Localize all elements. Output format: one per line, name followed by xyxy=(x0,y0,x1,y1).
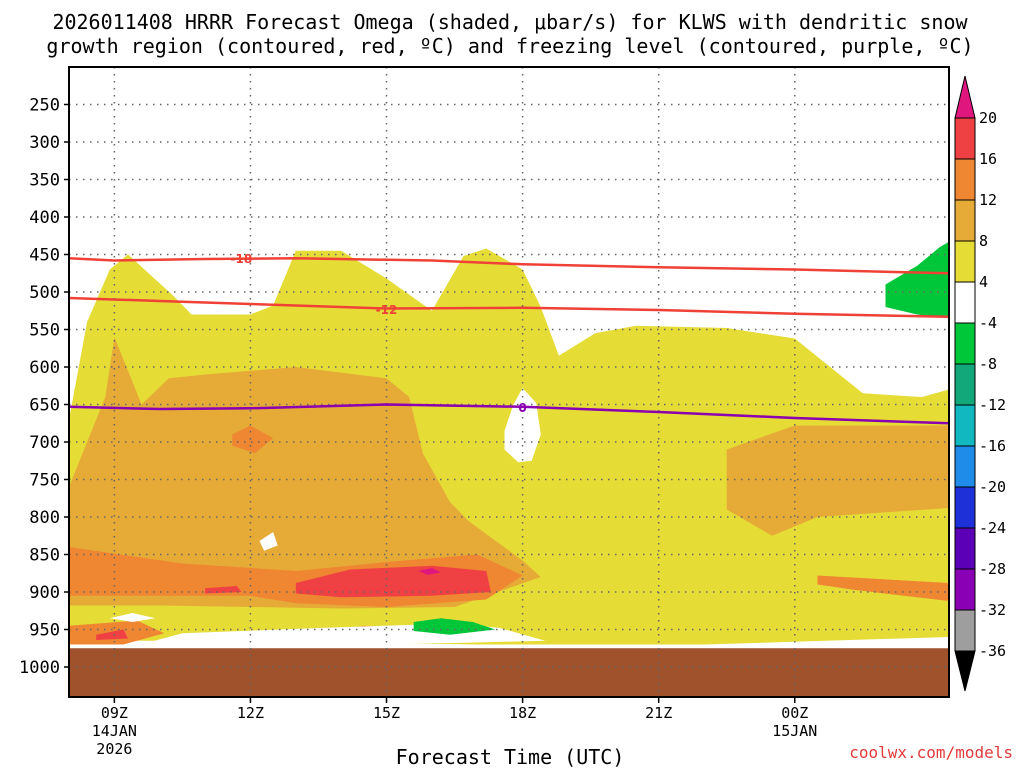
y-tick-label-350: 350 xyxy=(29,171,60,191)
colorbar-bin-8 xyxy=(954,322,976,365)
ground-below-surface xyxy=(69,648,949,697)
colorbar-bin-12 xyxy=(954,158,976,201)
colorbar-label--20: -20 xyxy=(979,478,1006,496)
colorbar-bin-5 xyxy=(954,445,976,488)
temperature-contours: -18 -12 0 xyxy=(68,252,950,425)
colorbar-bin-6 xyxy=(954,404,976,447)
y-tick-label-750: 750 xyxy=(29,471,60,491)
omega-region-4 xyxy=(232,425,274,454)
y-tick-label-950: 950 xyxy=(29,621,60,641)
colorbar-bin-11 xyxy=(954,199,976,242)
colorbar-label-16: 16 xyxy=(979,150,997,168)
site-credit: coolwx.com/models xyxy=(849,743,1013,762)
colorbar-bin-1 xyxy=(954,609,976,652)
colorbar-bin-3 xyxy=(954,527,976,570)
omega-region-18 xyxy=(413,618,496,635)
chart-title-line1: 2026011408 HRRR Forecast Omega (shaded, … xyxy=(52,10,968,34)
y-tick-label-850: 850 xyxy=(29,546,60,566)
y-tick-label-250: 250 xyxy=(29,96,60,116)
omega-region-9 xyxy=(295,565,491,598)
omega-region-16 xyxy=(109,613,156,622)
y-tick-label-800: 800 xyxy=(29,508,60,528)
colorbar-bin-9 xyxy=(954,281,976,324)
y-tick-label-650: 650 xyxy=(29,396,60,416)
colorbar-label--24: -24 xyxy=(979,519,1006,537)
contour-label-dgz-12: -12 xyxy=(376,303,398,317)
colorbar-bin-13 xyxy=(954,117,976,160)
colorbar-label-12: 12 xyxy=(979,191,997,209)
x-tick-year-09Z: 2026 xyxy=(96,740,132,758)
y-tick-label-1000: 1000 xyxy=(19,658,60,678)
omega-region-10 xyxy=(205,586,242,594)
plot-frame xyxy=(68,66,950,698)
contour-freezing-level xyxy=(68,403,950,425)
x-tick-date-00Z: 15JAN xyxy=(772,722,817,740)
omega-region-13 xyxy=(418,568,441,575)
colorbar-bin-7 xyxy=(954,363,976,406)
contour-label-freezing-level: 0 xyxy=(518,401,526,415)
colorbar-label--4: -4 xyxy=(979,314,997,332)
x-tick-label-09Z: 09Z xyxy=(101,704,128,722)
omega-region-11 xyxy=(96,629,128,640)
omega-colorbar: -36 -32 -28 -24 -20 -16 -12 -8 -4 4 8 12 16 20 xyxy=(954,75,1006,692)
omega-region-6 xyxy=(817,575,949,601)
omega-region-3 xyxy=(726,425,949,536)
colorbar-under-arrow xyxy=(954,650,976,692)
y-tick-label-450: 450 xyxy=(29,246,60,266)
colorbar-label-8: 8 xyxy=(979,232,988,250)
y-tick-label-400: 400 xyxy=(29,208,60,228)
contour-dgz-12 xyxy=(68,296,950,319)
y-tick-label-700: 700 xyxy=(29,433,60,453)
x-tick-label-12Z: 12Z xyxy=(237,704,264,722)
chart-title-line2: growth region (contoured, red, ºC) and f… xyxy=(46,34,973,58)
colorbar-label-20: 20 xyxy=(979,109,997,127)
colorbar-over-arrow xyxy=(954,75,976,119)
colorbar-label-4: 4 xyxy=(979,273,988,291)
x-tick-date-09Z: 14JAN xyxy=(92,722,137,740)
colorbar-bin-2 xyxy=(954,568,976,611)
colorbar-label--8: -8 xyxy=(979,355,997,373)
y-axis: 250 300 350 400 450 500 550 600 650 700 750 800 850 9… xyxy=(19,96,69,678)
colorbar-bin-4 xyxy=(954,486,976,529)
y-tick-label-300: 300 xyxy=(29,133,60,153)
contour-label-dgz-18: -18 xyxy=(231,252,253,266)
omega-region-2 xyxy=(69,337,541,609)
colorbar-label--28: -28 xyxy=(979,560,1006,578)
omega-region-15 xyxy=(259,532,278,551)
x-axis-title: Forecast Time (UTC) xyxy=(396,745,625,768)
colorbar-label--16: -16 xyxy=(979,437,1006,455)
colorbar-bin-10 xyxy=(954,240,976,283)
colorbar-label--32: -32 xyxy=(979,601,1006,619)
omega-region-19 xyxy=(885,241,949,319)
y-tick-label-550: 550 xyxy=(29,321,60,341)
gridlines xyxy=(69,67,949,697)
y-tick-label-500: 500 xyxy=(29,283,60,303)
x-tick-label-15Z: 15Z xyxy=(373,704,400,722)
colorbar-label--12: -12 xyxy=(979,396,1006,414)
x-tick-label-00Z: 00Z xyxy=(781,704,808,722)
x-tick-label-18Z: 18Z xyxy=(509,704,536,722)
colorbar-label--36: -36 xyxy=(979,642,1006,660)
x-tick-label-21Z: 21Z xyxy=(645,704,672,722)
y-tick-label-600: 600 xyxy=(29,358,60,378)
contour-dgz-18 xyxy=(68,257,950,275)
y-tick-label-900: 900 xyxy=(29,583,60,603)
